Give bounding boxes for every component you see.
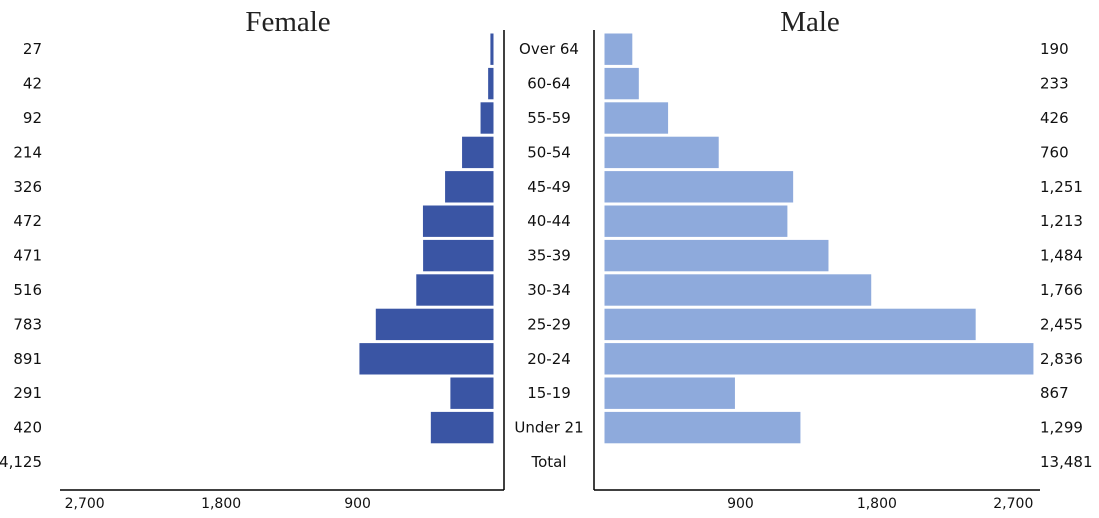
female-value-label: 471 [13,247,42,265]
age-group-label: 35-39 [527,247,571,265]
male-axis-tick-label: 900 [727,496,754,512]
male-bar [603,101,670,135]
female-bar [374,307,495,342]
male-value-label: 1,299 [1040,419,1083,437]
male-bar [603,307,977,342]
male-bar [603,376,736,410]
female-value-label: 42 [23,75,42,93]
male-value-label: 426 [1040,109,1069,127]
male-value-label: 1,484 [1040,247,1083,265]
male-value-label: 190 [1040,40,1069,58]
age-group-label: Over 64 [519,40,579,58]
female-bar [415,273,495,307]
female-value-label: 783 [13,315,42,333]
male-value-label: 2,836 [1040,350,1083,368]
female-value-label: 214 [13,143,42,161]
female-value-label: 891 [13,350,42,368]
female-total-label: 4,125 [0,453,42,471]
age-group-label: 30-34 [527,281,571,299]
age-group-label: 50-54 [527,143,571,161]
male-bar [603,238,830,273]
labels-group: Over 64 27 190 60-64 42 233 55-59 92 426 50-54 214… [0,40,1093,471]
age-group-label: 25-29 [527,315,571,333]
male-bar [603,66,640,101]
total-category-label: Total [530,453,566,471]
male-bar [603,273,873,307]
male-axis-tick-label: 1,800 [857,496,897,512]
male-bar [603,342,1035,376]
male-value-label: 760 [1040,143,1069,161]
female-bar [358,342,495,376]
female-axis-tick-label: 2,700 [65,496,105,512]
bars-group [358,32,1035,445]
female-value-label: 472 [13,212,42,230]
age-group-label: 55-59 [527,109,571,127]
female-value-label: 326 [13,178,42,196]
female-value-label: 27 [23,40,42,58]
male-value-label: 1,213 [1040,212,1083,230]
age-group-label: 45-49 [527,178,571,196]
female-bar [487,66,495,101]
female-bar [422,238,495,273]
female-axis-tick-label: 900 [344,496,371,512]
female-value-label: 516 [13,281,42,299]
male-bar [603,135,720,170]
ticks-group: 2,700 1,800 900 900 1,800 2,700 [65,496,1034,512]
female-bar [479,101,495,135]
male-value-label: 867 [1040,384,1069,402]
female-value-label: 420 [13,419,42,437]
female-series-title: Female [245,6,330,38]
age-group-label: 15-19 [527,384,571,402]
female-axis-tick-label: 1,800 [201,496,241,512]
age-group-label: 40-44 [527,212,571,230]
male-value-label: 1,251 [1040,178,1083,196]
age-group-label: 20-24 [527,350,571,368]
male-bar [603,410,802,445]
female-bar [429,410,495,445]
male-bar [603,170,795,204]
age-group-label: 60-64 [527,75,571,93]
female-bar [444,170,495,204]
female-bar [449,376,495,410]
age-group-label: Under 21 [514,419,583,437]
female-bar [489,32,495,66]
female-bar [421,204,495,238]
female-bar [461,135,495,170]
male-value-label: 233 [1040,75,1069,93]
male-value-label: 2,455 [1040,315,1083,333]
male-total-label: 13,481 [1040,453,1093,471]
female-value-label: 92 [23,109,42,127]
axes-group [60,30,1040,491]
male-axis-tick-label: 2,700 [993,496,1033,512]
male-bar [603,204,789,238]
female-value-label: 291 [13,384,42,402]
male-bar [603,32,634,66]
male-series-title: Male [780,6,840,38]
male-value-label: 1,766 [1040,281,1083,299]
